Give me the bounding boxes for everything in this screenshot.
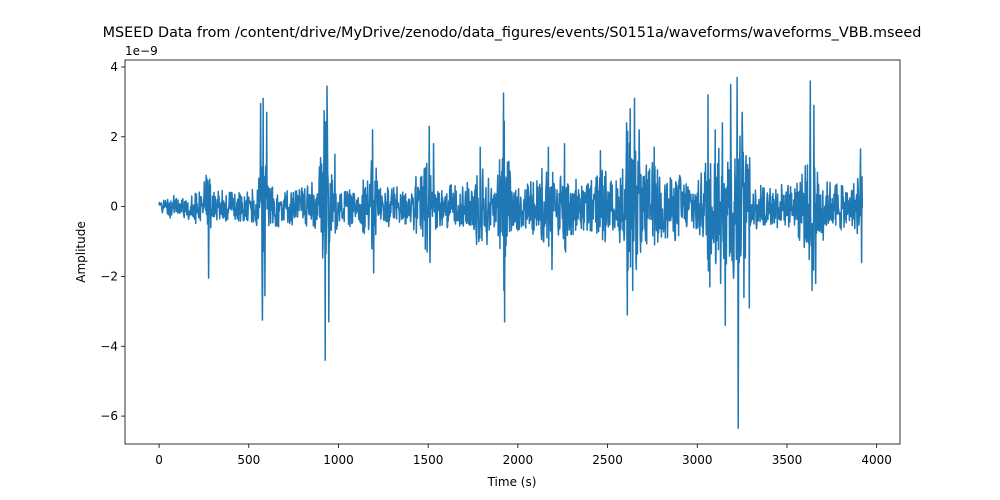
x-tick-label: 3500: [772, 453, 803, 467]
plot-frame: [124, 59, 901, 445]
x-axis-label: Time (s): [487, 475, 537, 489]
y-tick-label: 4: [110, 60, 118, 74]
y-tick-label: 0: [110, 200, 118, 214]
x-tick-label: 4000: [861, 453, 892, 467]
y-offset-label: 1e−9: [125, 44, 158, 58]
chart-title: MSEED Data from /content/drive/MyDrive/z…: [103, 25, 922, 41]
x-tick-label: 2000: [503, 453, 534, 467]
y-tick-label: −2: [100, 269, 118, 283]
x-tick-label: 2500: [592, 453, 623, 467]
x-tick-label: 1000: [323, 453, 354, 467]
waveform-trace: [158, 76, 864, 430]
y-tick-label: −4: [100, 339, 118, 353]
x-tick-label: 1500: [413, 453, 444, 467]
y-axis-label: Amplitude: [74, 221, 88, 283]
x-tick-label: 3000: [682, 453, 713, 467]
x-tick-label: 0: [155, 453, 163, 467]
y-axis: −6 −4 −2 0 2 4: [100, 60, 125, 423]
y-tick-label: 2: [110, 130, 118, 144]
plot-area: [158, 76, 864, 430]
x-axis: 0 500 1000 1500 2000 2500 3000 3500 4000: [155, 444, 892, 467]
x-tick-label: 500: [237, 453, 260, 467]
y-tick-label: −6: [100, 409, 118, 423]
